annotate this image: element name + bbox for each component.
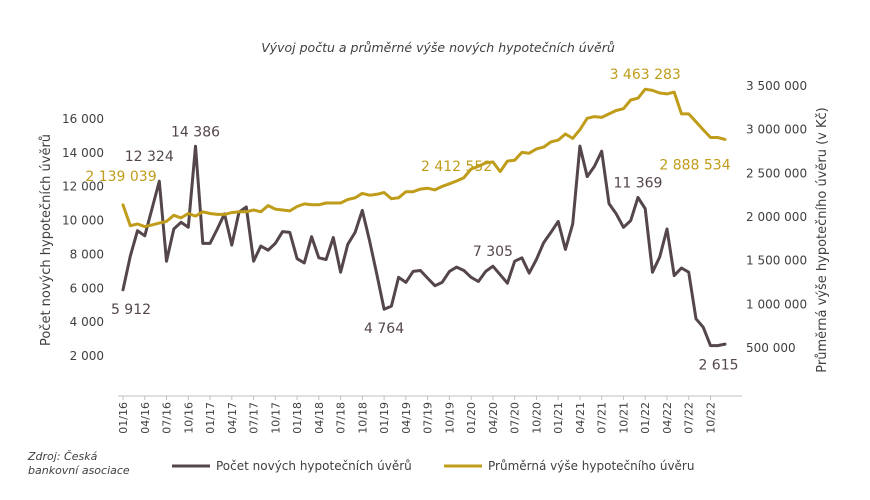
data-label: 2 888 534: [659, 157, 730, 173]
x-tick-label: 07/18: [335, 402, 348, 434]
x-tick-label: 07/20: [509, 402, 522, 434]
x-tick-label: 04/22: [661, 402, 674, 434]
data-label: 7 305: [473, 244, 513, 260]
right-axis-ticks: 500 000 1 000 000 1 500 000 2 000 000 2 500 …: [746, 79, 807, 355]
right-tick-label: 2 000 000: [746, 210, 807, 224]
x-tick-label: 07/16: [161, 402, 174, 434]
left-tick-label: 6 000: [70, 281, 104, 295]
x-tick-label: 01/21: [552, 402, 565, 434]
x-tick-label: 01/18: [291, 402, 304, 434]
x-tick-label: 07/19: [422, 402, 435, 434]
right-tick-label: 2 500 000: [746, 166, 807, 180]
source-line-1: Zdroj: Česká: [27, 450, 98, 463]
left-tick-label: 2 000: [70, 349, 104, 363]
left-tick-label: 4 000: [70, 315, 104, 329]
legend: Počet nových hypotečních úvěrů Průměrná …: [172, 459, 694, 473]
x-tick-label: 10/20: [530, 402, 543, 434]
left-axis-title: Počet nových hypotečních úvěrů: [39, 134, 54, 346]
series-line-count: [121, 144, 727, 348]
left-axis-ticks: 2 000 4 000 6 000 8 000 10 000 12 000 14 000 16…: [62, 112, 104, 363]
data-label: 4 764: [364, 321, 404, 337]
right-tick-label: 1 000 000: [746, 297, 807, 311]
x-tick-label: 10/17: [269, 402, 282, 434]
x-tick-label: 04/16: [139, 402, 152, 434]
left-tick-label: 16 000: [62, 112, 104, 126]
x-tick-label: 07/22: [683, 402, 696, 434]
right-axis-title: Průměrná výše hypotečního úvěru (v Kč): [815, 107, 830, 372]
x-tick-label: 10/16: [182, 402, 195, 434]
data-label: 2 412 552: [421, 159, 492, 175]
series-lines: [121, 87, 727, 348]
x-tick-label: 04/20: [487, 402, 500, 434]
x-tick-label: 10/18: [356, 402, 369, 434]
x-tick-label: 10/19: [443, 402, 456, 434]
x-axis-ticks: 01/16 04/16 07/16 10/16 01/17 04/17 07/17 10/17…: [117, 396, 717, 434]
data-label: 2 615: [698, 358, 738, 374]
chart-title: Vývoj počtu a průměrné výše nových hypot…: [261, 40, 615, 55]
right-tick-label: 3 000 000: [746, 123, 807, 137]
source-line-2: bankovní asociace: [28, 464, 130, 477]
x-tick-label: 01/20: [465, 402, 478, 434]
data-label: 3 463 283: [610, 67, 681, 83]
x-tick-label: 01/19: [378, 402, 391, 434]
data-label: 11 369: [613, 175, 662, 191]
data-label: 14 386: [171, 124, 220, 140]
right-tick-label: 500 000: [746, 341, 796, 355]
x-tick-label: 04/19: [400, 402, 413, 434]
right-tick-label: 1 500 000: [746, 254, 807, 268]
x-tick-label: 10/21: [617, 402, 630, 434]
x-tick-label: 04/21: [574, 402, 587, 434]
data-label: 2 139 039: [85, 169, 156, 185]
left-tick-label: 10 000: [62, 214, 104, 228]
x-tick-label: 07/21: [596, 402, 609, 434]
data-label: 5 912: [111, 302, 151, 318]
left-tick-label: 8 000: [70, 247, 104, 261]
legend-label-average: Průměrná výše hypotečního úvěru: [488, 459, 694, 473]
series-line-average: [121, 87, 727, 229]
x-tick-label: 04/18: [313, 402, 326, 434]
x-tick-label: 01/22: [639, 402, 652, 434]
left-tick-label: 14 000: [62, 146, 104, 160]
right-tick-label: 3 500 000: [746, 79, 807, 93]
legend-label-count: Počet nových hypotečních úvěrů: [216, 459, 412, 473]
x-tick-label: 07/17: [248, 402, 261, 434]
left-tick-label: 12 000: [62, 180, 104, 194]
x-tick-label: 01/16: [117, 402, 130, 434]
x-tick-label: 04/17: [226, 402, 239, 434]
x-tick-label: 10/22: [704, 402, 717, 434]
data-label: 12 324: [125, 149, 174, 165]
x-tick-label: 01/17: [204, 402, 217, 434]
data-annotations: 5 912 12 324 14 386 4 764 7 305 11 369 2 615 2 …: [85, 67, 738, 373]
